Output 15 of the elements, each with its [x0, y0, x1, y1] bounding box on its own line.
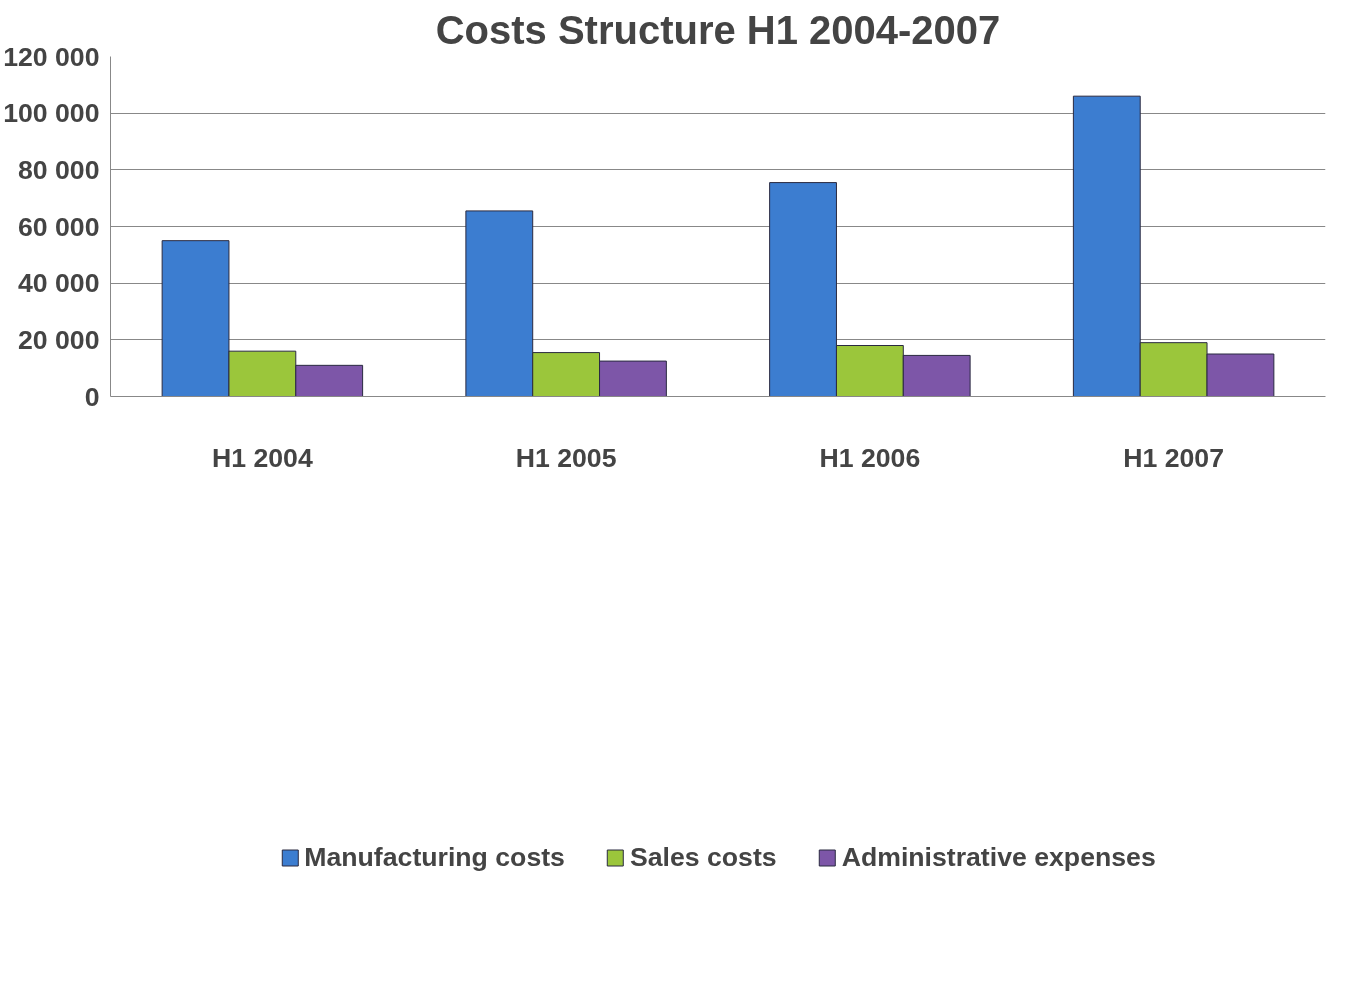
- y-tick-label: 60 000: [17, 211, 100, 242]
- x-tick-label: H1 2004: [211, 442, 313, 473]
- legend-label: Sales costs: [629, 841, 777, 873]
- legend-label: Administrative expenses: [841, 841, 1156, 873]
- y-tick-label: 40 000: [17, 268, 100, 299]
- y-tick-label: 20 000: [17, 324, 100, 355]
- y-tick-label: 80 000: [17, 154, 100, 185]
- x-tick-label: H1 2007: [1123, 442, 1225, 473]
- y-tick-label: 0: [84, 381, 100, 412]
- legend-label: Manufacturing costs: [304, 841, 565, 873]
- chart-title: Costs Structure H1 2004-2007: [435, 7, 1001, 52]
- x-tick-label: H1 2006: [819, 442, 921, 473]
- y-tick-label: 120 000: [3, 41, 100, 72]
- x-tick-label: H1 2005: [515, 442, 617, 473]
- y-tick-label: 100 000: [3, 98, 100, 129]
